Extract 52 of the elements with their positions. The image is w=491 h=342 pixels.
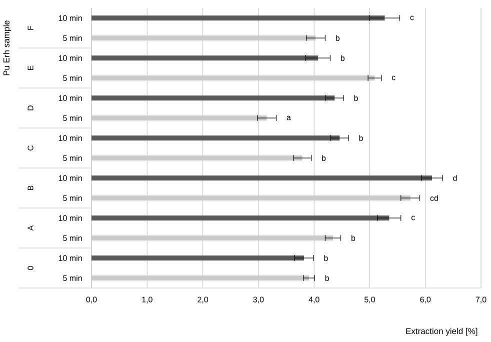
data-label: c [410, 16, 414, 20]
bar [92, 176, 432, 181]
x-tick-label: 6,0 [420, 296, 431, 304]
series-label: 10 min [58, 15, 82, 21]
y-tick-label: A [28, 225, 34, 231]
y-axis-title: Pu Erh sample [3, 20, 12, 76]
data-label: a [286, 116, 291, 120]
x-tick-label: 2,0 [198, 296, 208, 304]
text: 5 min [63, 115, 82, 121]
bar [92, 136, 340, 141]
text: 10 min [58, 255, 82, 261]
text: 10 min [58, 135, 82, 141]
text: 10 min [58, 55, 82, 61]
data-label: c [392, 76, 396, 80]
data-label: b [354, 95, 358, 101]
x-tick-label: 4,0 [308, 296, 320, 304]
bar [92, 56, 318, 61]
x-axis-title: Extraction yield [%] [406, 328, 478, 336]
x-tick-label: 5,0 [364, 296, 375, 304]
text: 10 min [58, 95, 82, 101]
x-tick-label: 3,0 [253, 296, 264, 304]
bar [92, 16, 385, 21]
x-tick-label: 0,0 [86, 296, 97, 304]
y-tick-label: B [28, 186, 34, 190]
text: 10 min [58, 175, 82, 181]
bar [92, 256, 304, 261]
data-label: cd [430, 195, 438, 201]
data-label: b [340, 55, 345, 61]
text: 10 min [58, 215, 82, 221]
data-label: b [324, 255, 328, 261]
text: 5 min [63, 155, 82, 161]
y-tick-label: 0 [28, 266, 34, 270]
data-label: b [352, 235, 356, 241]
x-tick-label: 7,0 [476, 296, 486, 304]
data-label: b [359, 135, 363, 141]
data-label: c [411, 216, 415, 220]
y-tick-label: E [28, 66, 34, 70]
text: 5 min [63, 75, 82, 81]
bar [92, 96, 335, 101]
text: 5 min [63, 275, 82, 281]
text: 5 min [63, 235, 82, 241]
y-tick-label: D [28, 106, 34, 110]
bar [92, 216, 390, 221]
data-label: b [322, 155, 326, 161]
data-label: b [325, 275, 329, 281]
series-label: 5 min [63, 35, 82, 41]
data-label: d [453, 175, 457, 181]
y-tick-label: C [28, 145, 34, 150]
data-label: b [336, 35, 340, 41]
x-tick-label: 1,0 [142, 296, 152, 304]
text: 5 min [63, 195, 82, 201]
y-tick-label: F [28, 26, 34, 30]
